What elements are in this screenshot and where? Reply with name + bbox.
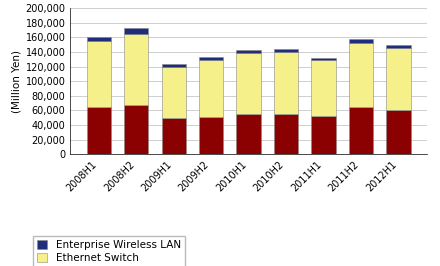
Bar bbox=[312, 58, 336, 60]
Bar bbox=[161, 118, 186, 154]
Bar bbox=[124, 28, 148, 34]
Bar bbox=[236, 51, 261, 53]
Bar bbox=[386, 44, 411, 48]
Y-axis label: (Million Yen): (Million Yen) bbox=[11, 50, 22, 113]
Bar bbox=[236, 114, 261, 154]
Bar bbox=[349, 43, 373, 107]
Bar bbox=[199, 57, 224, 60]
Bar bbox=[87, 37, 111, 41]
Bar bbox=[274, 114, 298, 154]
Bar bbox=[312, 115, 336, 154]
Bar bbox=[274, 49, 298, 52]
Bar bbox=[349, 39, 373, 43]
Bar bbox=[236, 53, 261, 114]
Legend: Enterprise Wireless LAN, Ethernet Switch, Router: Enterprise Wireless LAN, Ethernet Switch… bbox=[33, 236, 185, 266]
Bar bbox=[161, 64, 186, 66]
Bar bbox=[349, 107, 373, 154]
Bar bbox=[124, 34, 148, 105]
Bar bbox=[87, 107, 111, 154]
Bar bbox=[87, 41, 111, 107]
Bar bbox=[312, 60, 336, 115]
Bar bbox=[199, 60, 224, 117]
Bar bbox=[274, 52, 298, 114]
Bar bbox=[386, 110, 411, 154]
Bar bbox=[124, 105, 148, 154]
Bar bbox=[386, 48, 411, 110]
Bar bbox=[161, 66, 186, 118]
Bar bbox=[199, 117, 224, 154]
